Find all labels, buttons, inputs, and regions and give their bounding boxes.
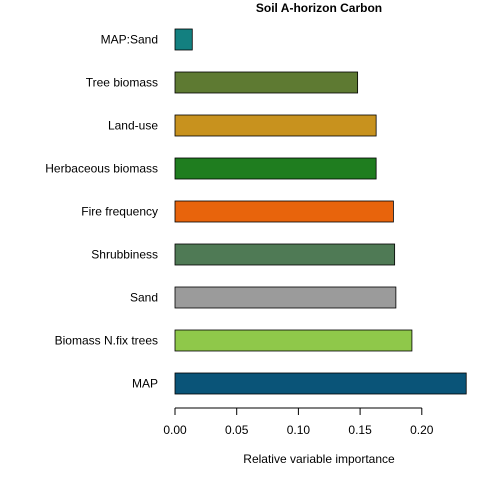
x-tick-label: 0.05 [225,423,249,437]
x-tick-label: 0.20 [410,423,434,437]
x-tick-label: 0.00 [163,423,187,437]
bar-sand [174,286,397,309]
category-label: Herbaceous biomass [45,162,158,176]
category-labels: MAP:Sand Tree biomass Land-use Herbaceous b… [45,33,158,391]
bar-herbaceous-biomass [174,157,377,180]
category-label: Biomass N.fix trees [55,334,158,348]
x-axis-label: Relative variable importance [243,452,395,466]
x-axis: 0.00 0.05 0.10 0.15 0.20 [163,407,434,437]
category-label: MAP [132,377,158,391]
bar-tree-biomass [174,71,359,94]
category-label: Shrubbiness [91,248,158,262]
bars-layer [174,28,467,395]
category-label: Sand [130,291,158,305]
x-tick-label: 0.10 [287,423,311,437]
bar-shrubbiness [174,243,396,266]
chart-title: Soil A-horizon Carbon [256,1,382,15]
category-label: Land-use [108,119,158,133]
bar-biomass-n-fix-trees [174,329,413,352]
bar-map [174,372,467,395]
x-tick-label: 0.15 [348,423,372,437]
bar-fire-frequency [174,200,394,223]
bar-map-sand [174,28,193,51]
bar-land-use [174,114,377,137]
category-label: Fire frequency [81,205,158,219]
category-label: Tree biomass [86,76,158,90]
category-label: MAP:Sand [101,33,158,47]
